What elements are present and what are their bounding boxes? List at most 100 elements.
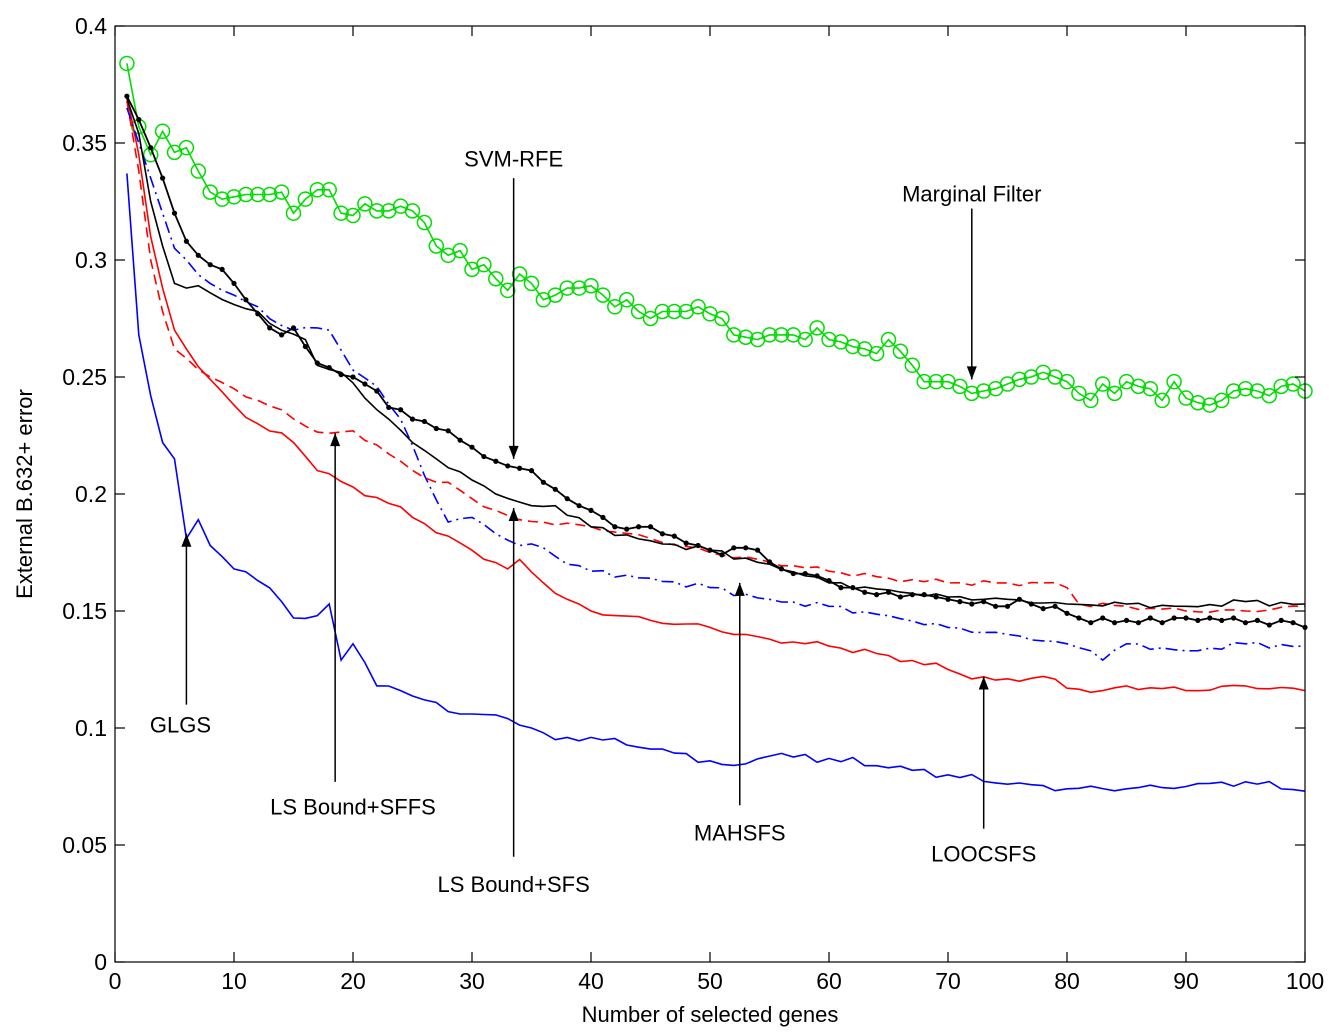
data-point-marginal xyxy=(1071,385,1087,402)
data-point-svm xyxy=(1112,620,1118,626)
data-point-marginal xyxy=(452,242,468,259)
data-point-marginal xyxy=(333,205,349,221)
data-point-svm xyxy=(1052,603,1058,609)
x-tick-label: 90 xyxy=(1173,968,1199,994)
data-point-svm xyxy=(290,325,297,331)
data-point-svm xyxy=(243,297,249,303)
data-point-svm xyxy=(695,542,701,549)
data-point-svm xyxy=(885,589,892,595)
axes-layer: 0 10 20 30 40 50 60 70 80 90 100 0 0.05 0.1 0.15 0.2 0.2… xyxy=(62,13,1324,994)
data-point-marginal xyxy=(1190,394,1206,411)
data-point-svm xyxy=(338,372,344,378)
data-point-svm xyxy=(207,262,213,268)
data-point-svm xyxy=(148,145,154,151)
data-point-marginal xyxy=(1261,387,1278,404)
x-tick-label: 0 xyxy=(109,968,122,994)
data-point-svm xyxy=(1195,617,1201,623)
data-point-svm xyxy=(1231,615,1237,621)
y-tick-label: 0.3 xyxy=(75,247,107,273)
data-point-svm xyxy=(409,416,416,422)
data-point-svm xyxy=(1123,617,1130,623)
data-point-marginal xyxy=(1059,373,1075,390)
data-point-marginal xyxy=(238,186,254,203)
data-point-marginal xyxy=(119,55,135,72)
annotation-label: LS Bound+SFFS xyxy=(270,795,436,820)
data-point-marginal xyxy=(404,203,421,219)
data-point-marginal xyxy=(1237,380,1254,397)
data-point-svm xyxy=(1290,620,1296,626)
series-line-loocsfs xyxy=(126,96,1306,694)
arrowhead-icon xyxy=(330,433,341,447)
data-point-marginal xyxy=(345,207,361,224)
arrowhead-icon xyxy=(508,445,519,459)
data-point-marginal xyxy=(1273,378,1289,395)
data-point-marginal xyxy=(416,214,433,231)
data-point-marginal xyxy=(488,270,504,287)
data-point-marginal xyxy=(1166,373,1182,390)
data-point-svm xyxy=(552,486,558,492)
data-point-svm xyxy=(481,453,487,460)
data-point-marginal xyxy=(190,163,207,179)
x-tick-label: 60 xyxy=(816,968,842,994)
data-point-svm xyxy=(683,540,689,546)
data-point-marginal xyxy=(511,266,528,282)
data-point-marginal xyxy=(595,287,611,303)
y-tick-label: 0.2 xyxy=(75,481,107,507)
data-point-svm xyxy=(993,603,999,609)
data-point-marginal xyxy=(202,184,218,200)
data-point-svm xyxy=(183,238,189,244)
data-point-marginal xyxy=(892,343,909,360)
data-point-svm xyxy=(647,524,654,530)
data-point-marginal xyxy=(357,196,373,212)
y-tick-label: 0.35 xyxy=(62,130,107,156)
data-point-marginal xyxy=(975,383,992,399)
x-axis-label: Number of selected genes xyxy=(582,1002,839,1027)
data-point-svm xyxy=(540,479,547,485)
data-point-svm xyxy=(1064,610,1070,616)
data-point-marginal xyxy=(761,327,778,343)
data-point-marginal xyxy=(868,345,885,362)
data-point-marginal xyxy=(261,186,278,203)
data-point-svm xyxy=(1266,622,1272,628)
data-point-svm xyxy=(493,458,499,464)
data-point-marginal xyxy=(178,139,195,156)
data-point-marginal xyxy=(583,277,599,294)
arrowhead-icon xyxy=(508,508,519,522)
data-point-svm xyxy=(1147,615,1153,621)
data-point-svm xyxy=(933,594,939,600)
data-point-svm xyxy=(1076,615,1082,621)
data-point-svm xyxy=(636,524,642,530)
data-point-svm xyxy=(279,332,285,338)
data-point-marginal xyxy=(250,186,266,203)
data-point-marginal xyxy=(1094,376,1111,392)
data-point-svm xyxy=(528,468,535,474)
data-point-svm xyxy=(850,585,856,591)
data-point-marginal xyxy=(226,189,242,205)
data-point-marginal xyxy=(666,303,683,320)
data-point-svm xyxy=(588,507,594,513)
x-tick-label: 80 xyxy=(1054,968,1080,994)
data-point-svm xyxy=(969,601,975,607)
data-point-svm xyxy=(398,407,404,413)
data-point-marginal xyxy=(726,327,742,343)
data-point-marginal xyxy=(618,292,635,308)
data-point-marginal xyxy=(523,275,540,292)
data-point-svm xyxy=(945,596,951,602)
data-point-marginal xyxy=(369,203,385,219)
arrowhead-icon xyxy=(734,582,745,596)
data-point-svm xyxy=(1254,617,1260,623)
data-point-marginal xyxy=(309,182,326,198)
data-point-svm xyxy=(731,545,737,551)
data-point-marginal xyxy=(285,205,302,221)
annotation-label: LS Bound+SFS xyxy=(438,872,590,897)
annotation-label: MAHSFS xyxy=(694,820,786,845)
x-tick-label: 20 xyxy=(340,968,366,994)
data-point-svm xyxy=(659,531,666,537)
data-point-svm xyxy=(1135,620,1141,626)
data-point-svm xyxy=(1207,615,1213,621)
data-point-marginal xyxy=(642,310,659,327)
data-point-marginal xyxy=(1106,385,1123,402)
data-point-svm xyxy=(362,381,368,387)
data-point-marginal xyxy=(1083,392,1099,409)
data-point-svm xyxy=(624,526,630,532)
